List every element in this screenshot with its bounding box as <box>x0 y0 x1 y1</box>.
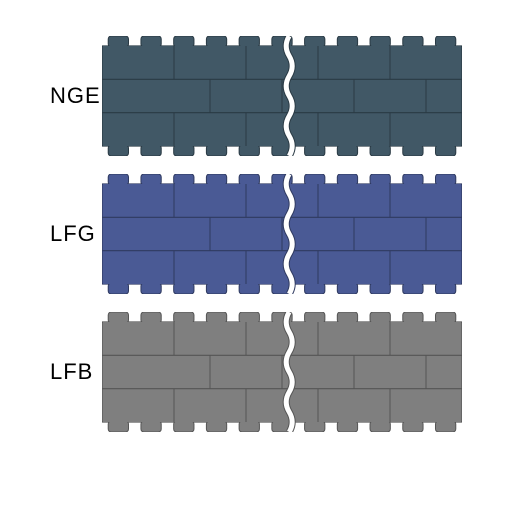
belt-diagram: NGE LFG LFB <box>0 0 512 432</box>
belt-label: LFG <box>50 221 102 247</box>
belt-graphic <box>102 174 462 294</box>
belt-row-lfb: LFB <box>50 312 462 432</box>
belt-row-nge: NGE <box>50 36 462 156</box>
belt-graphic <box>102 36 462 156</box>
belt-label: NGE <box>50 83 102 109</box>
belt-graphic <box>102 312 462 432</box>
belt-label: LFB <box>50 359 102 385</box>
belt-row-lfg: LFG <box>50 174 462 294</box>
